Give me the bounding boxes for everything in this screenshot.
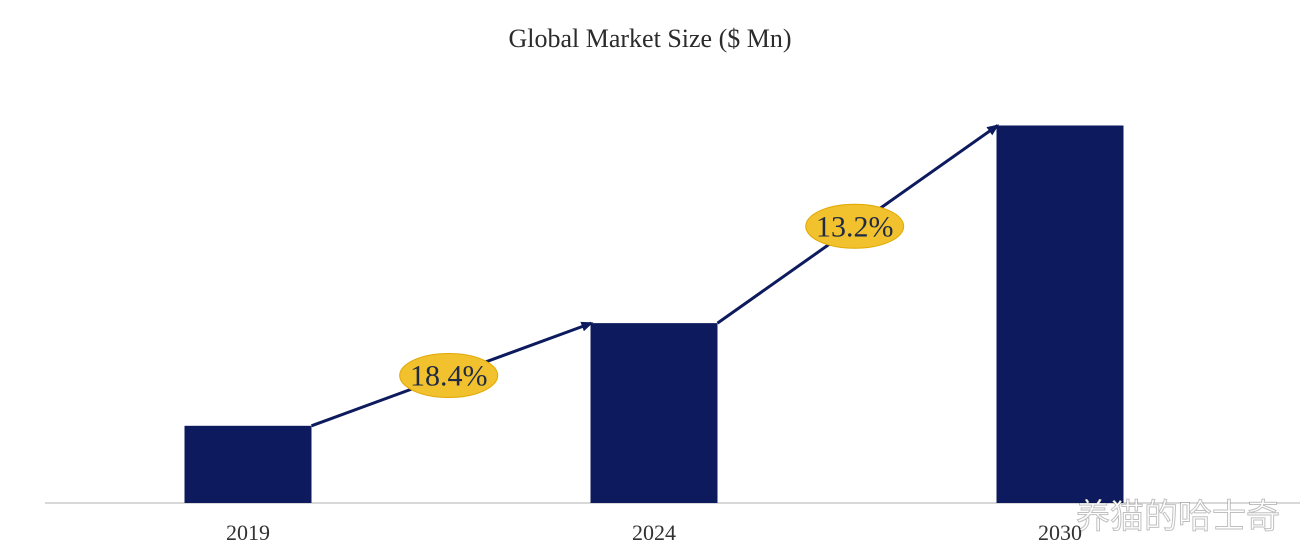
growth-arrows-group: 18.4% 13.2% [310, 124, 1000, 428]
chart-title: Global Market Size ($ Mn) [508, 24, 791, 53]
bar-2030 [996, 125, 1124, 503]
bar-2024 [590, 323, 718, 503]
cagr-badge-2 [805, 203, 905, 249]
cagr-badge-1 [399, 352, 499, 398]
watermark-text: 养猫的哈士奇 [1076, 497, 1280, 537]
x-tick-2030: 2030 [1038, 520, 1082, 545]
x-tick-labels: 2019 2024 2030 [226, 520, 1082, 545]
x-tick-2019: 2019 [226, 520, 270, 545]
bars-group [184, 125, 1124, 503]
cagr-label-2: 13.2% [816, 210, 894, 243]
bar-2019 [184, 425, 312, 503]
x-tick-2024: 2024 [632, 520, 676, 545]
cagr-label-1: 18.4% [410, 359, 488, 392]
